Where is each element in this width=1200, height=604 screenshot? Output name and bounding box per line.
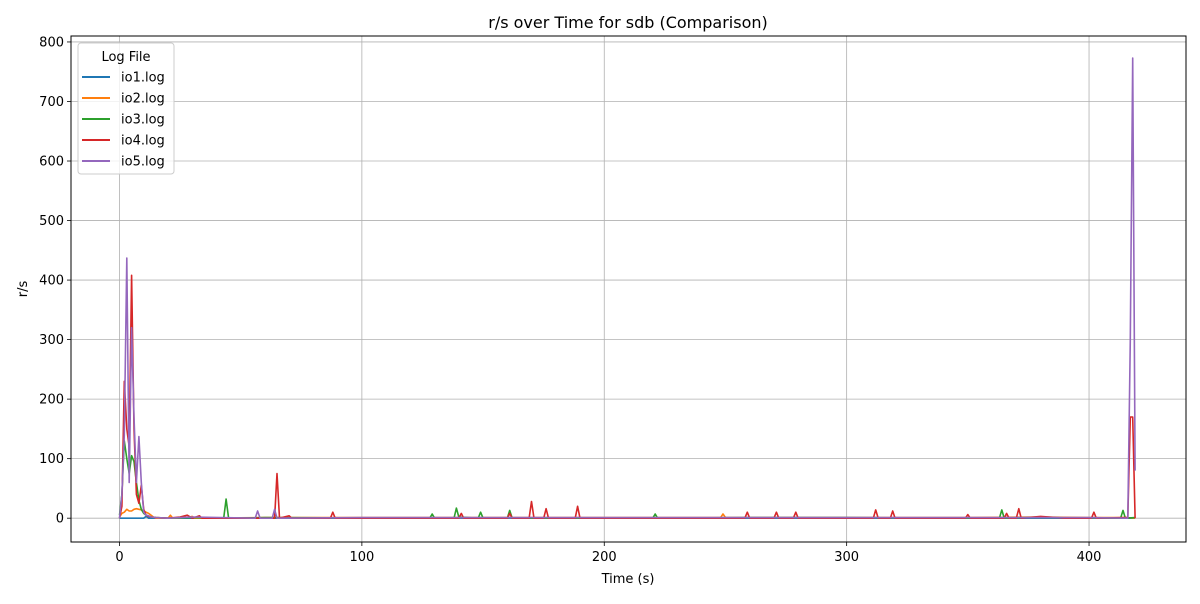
- legend-box: [77, 42, 175, 175]
- series-lines: [118, 57, 1136, 519]
- y-tick-label: 300: [39, 333, 64, 348]
- y-axis-ticks: 0 100 200 300 400 500 600 700 800: [39, 35, 71, 527]
- y-tick-label: 200: [39, 393, 64, 408]
- y-tick-label: 700: [39, 95, 64, 110]
- x-tick-label: 100: [349, 550, 374, 565]
- chart-title: r/s over Time for sdb (Comparison): [488, 13, 768, 32]
- y-tick-label: 800: [39, 35, 64, 50]
- legend-entry: io5.log: [121, 155, 165, 170]
- x-axis-label: Time (s): [601, 572, 655, 587]
- legend-entry: io2.log: [121, 92, 165, 107]
- legend: Log File io1.log io2.log io3.log io4.log io5…: [77, 42, 175, 175]
- series-line-io3-log: [118, 440, 1136, 519]
- x-tick-label: 400: [1077, 550, 1102, 565]
- plot-area: [118, 57, 1136, 519]
- plot-frame: [70, 35, 1187, 543]
- y-tick-label: 400: [39, 274, 64, 289]
- y-tick-label: 600: [39, 155, 64, 170]
- series-line-io5-log: [118, 57, 1136, 519]
- legend-title: Log File: [101, 50, 150, 65]
- series-line-io4-log: [118, 274, 1136, 519]
- legend-entry: io1.log: [121, 71, 165, 86]
- x-tick-label: 0: [115, 550, 123, 565]
- y-tick-label: 500: [39, 214, 64, 229]
- legend-entry: io3.log: [121, 113, 165, 128]
- grid: [71, 36, 1186, 542]
- x-tick-label: 300: [834, 550, 859, 565]
- y-tick-label: 0: [56, 512, 64, 527]
- legend-entry: io4.log: [121, 134, 165, 149]
- y-axis-label: r/s: [16, 281, 31, 298]
- x-axis-ticks: 0 100 200 300 400: [115, 542, 1101, 565]
- x-tick-label: 200: [592, 550, 617, 565]
- y-tick-label: 100: [39, 452, 64, 467]
